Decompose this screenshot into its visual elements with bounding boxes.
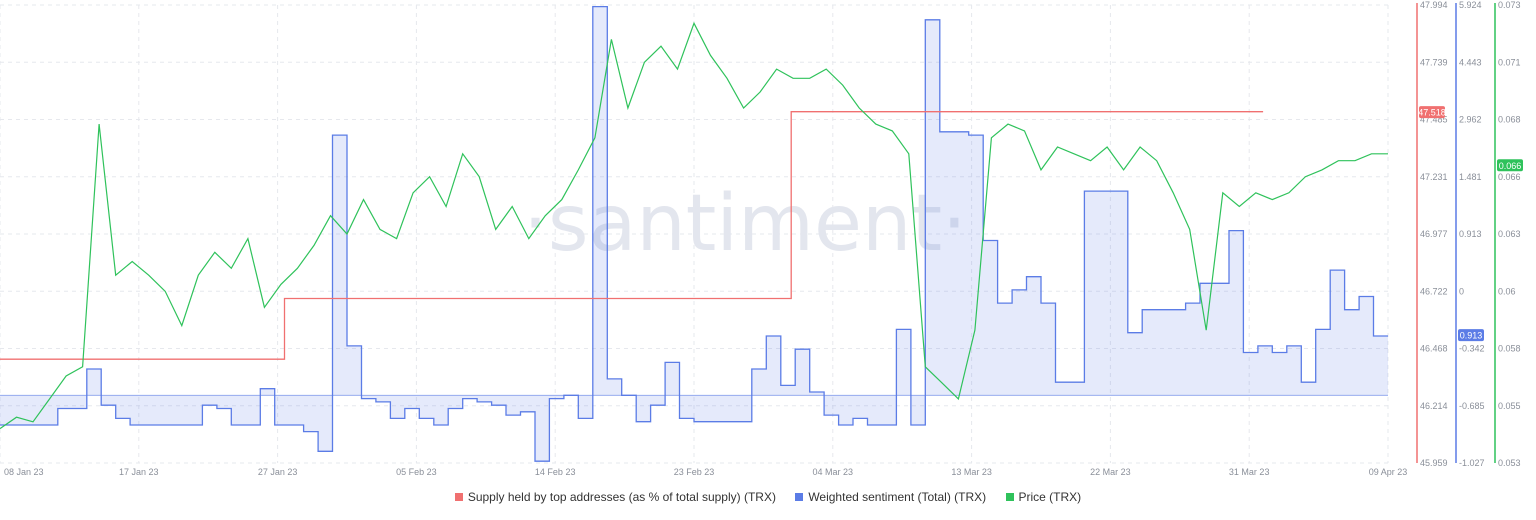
supply-axis-tick: 45.959	[1420, 458, 1448, 468]
supply-axis-tick: 46.468	[1420, 344, 1448, 354]
supply-axis-tick: 47.739	[1420, 57, 1448, 67]
x-axis-tick: 17 Jan 23	[119, 467, 159, 477]
sentiment-axis-tick: 4.443	[1459, 57, 1482, 67]
sentiment-axis-tick: -0.342	[1459, 344, 1485, 354]
legend-item-price[interactable]: Price (TRX)	[1005, 490, 1082, 504]
watermark-text: ·santiment·	[523, 179, 967, 269]
supply-axis-tick: 46.214	[1420, 401, 1448, 411]
sentiment-badge-box	[1458, 329, 1484, 342]
legend: Supply held by top addresses (as % of to…	[0, 490, 1536, 504]
x-axis-tick: 27 Jan 23	[258, 467, 298, 477]
price-axis-tick: 0.06	[1498, 286, 1516, 296]
x-axis-tick: 14 Feb 23	[535, 467, 576, 477]
legend-swatch-price	[1005, 493, 1014, 501]
x-axis-tick: 13 Mar 23	[951, 467, 992, 477]
sentiment-current-badge: 0.913	[1458, 329, 1484, 342]
price-axis-tick: 0.053	[1498, 458, 1521, 468]
legend-item-supply[interactable]: Supply held by top addresses (as % of to…	[454, 490, 776, 504]
price-current-badge: 0.066	[1497, 159, 1523, 172]
supply-axis-tick: 47.994	[1420, 0, 1448, 10]
sentiment-axis-tick: 0.913	[1459, 229, 1482, 239]
supply-axis-tick: 46.977	[1420, 229, 1448, 239]
supply-badge-box	[1419, 106, 1445, 119]
sentiment-axis-tick: 1.481	[1459, 172, 1482, 182]
sentiment-axis-tick: -0.685	[1459, 401, 1485, 411]
price-line	[0, 21, 1388, 430]
legend-item-sentiment[interactable]: Weighted sentiment (Total) (TRX)	[795, 490, 986, 504]
price-series	[0, 21, 1388, 430]
price-axis-tick: 0.068	[1498, 115, 1521, 125]
x-axis-tick: 09 Apr 23	[1369, 467, 1408, 477]
price-axis-tick: 0.055	[1498, 401, 1521, 411]
price-axis-tick: 0.063	[1498, 229, 1521, 239]
sentiment-axis-tick: -1.027	[1459, 458, 1485, 468]
x-axis-tick: 22 Mar 23	[1090, 467, 1131, 477]
sentiment-axis-tick: 2.962	[1459, 115, 1482, 125]
supply-current-badge: 47.518	[1418, 106, 1446, 119]
sentiment-area	[0, 6, 1388, 462]
legend-label-supply: Supply held by top addresses (as % of to…	[467, 490, 776, 504]
price-badge-label: 0.066	[1499, 161, 1522, 171]
x-axis-tick: 08 Jan 23	[4, 467, 44, 477]
supply-line	[0, 111, 1264, 360]
legend-swatch-supply	[454, 493, 463, 501]
sentiment-axis-tick: 5.924	[1459, 0, 1482, 10]
x-axis-tick: 31 Mar 23	[1229, 467, 1270, 477]
x-axis-tick: 05 Feb 23	[396, 467, 437, 477]
supply-badge-label: 47.518	[1418, 108, 1446, 118]
x-axis-tick: 04 Mar 23	[813, 467, 854, 477]
legend-swatch-sentiment	[795, 493, 804, 501]
weighted-sentiment-series	[0, 5, 1388, 462]
price-axis-tick: 0.066	[1498, 172, 1521, 182]
price-axis-tick: 0.071	[1498, 57, 1521, 67]
legend-label-price: Price (TRX)	[1018, 490, 1082, 504]
legend-label-sentiment: Weighted sentiment (Total) (TRX)	[808, 490, 987, 504]
price-badge-box	[1497, 159, 1523, 172]
chart-canvas: ·santiment· 47.994 47.739 47.485 47.231 46.9…	[0, 0, 1523, 477]
price-axis-tick: 0.058	[1498, 344, 1521, 354]
supply-axis-tick: 47.485	[1420, 115, 1448, 125]
supply-axis-tick: 46.722	[1420, 286, 1448, 296]
axes: 47.994 47.739 47.485 47.231 46.977 46.722 46.4…	[4, 0, 1523, 477]
sentiment-axis-tick: 0	[1459, 286, 1464, 296]
x-axis-tick: 23 Feb 23	[674, 467, 715, 477]
sentiment-line	[0, 5, 1388, 462]
supply-axis-tick: 47.231	[1420, 172, 1448, 182]
supply-series	[0, 111, 1264, 360]
price-axis-tick: 0.073	[1498, 0, 1521, 10]
sentiment-badge-label: 0.913	[1460, 331, 1483, 341]
